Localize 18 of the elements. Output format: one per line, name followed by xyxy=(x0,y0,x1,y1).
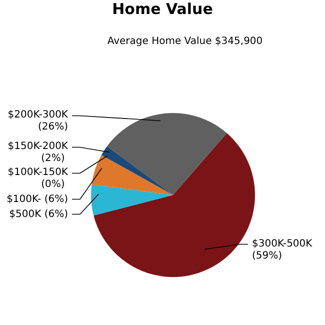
slice-label: $300K-500K xyxy=(252,238,313,250)
pie-slice xyxy=(107,113,227,195)
pie-slice xyxy=(92,155,173,195)
slice-label: $200K-300K xyxy=(8,110,68,121)
slice-label: $150K-200K xyxy=(8,141,68,152)
pie-slice xyxy=(101,146,173,195)
chart-title: Home Value xyxy=(111,0,214,18)
data-label: (26%) xyxy=(38,122,68,133)
chart-subtitle: Average Home Value $345,900 xyxy=(106,36,264,47)
category-label: $100K-150K xyxy=(8,167,68,178)
slice-label: $500K xyxy=(9,209,42,220)
data-label: (2%) xyxy=(41,153,65,164)
text: (0%) xyxy=(41,179,65,190)
slice-label: $100K- xyxy=(6,194,42,206)
data-label: (59%) xyxy=(252,250,282,262)
data-label: (6%) xyxy=(44,194,68,206)
pie-slice xyxy=(91,184,173,216)
data-label: (6%) xyxy=(44,209,68,220)
